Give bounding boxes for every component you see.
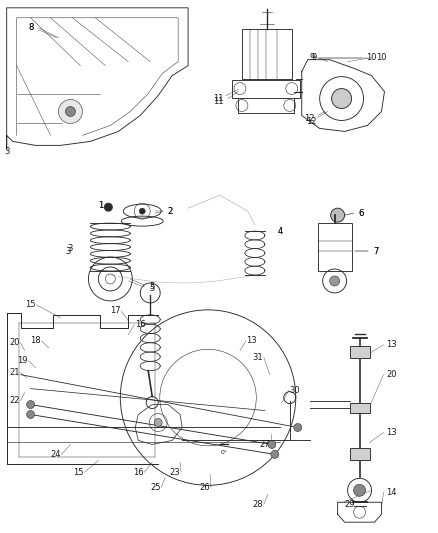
Circle shape [27,401,35,409]
Text: 10: 10 [366,53,377,62]
Text: 27: 27 [260,440,270,449]
Text: 31: 31 [253,353,263,362]
Bar [242,29,292,78]
Bar [350,402,370,413]
Text: 1: 1 [98,201,103,209]
Text: 6: 6 [359,209,364,217]
Text: 25: 25 [150,483,160,492]
Text: 22: 22 [9,396,20,405]
Text: 11: 11 [213,97,223,106]
Text: 13: 13 [386,428,397,437]
Text: 13: 13 [247,336,257,345]
Text: 21: 21 [9,368,20,377]
Text: 2: 2 [167,207,173,216]
Text: 16: 16 [133,468,144,477]
Bar [350,448,370,461]
Text: 9: 9 [311,53,316,62]
Text: 12: 12 [304,114,315,123]
Text: 18: 18 [30,336,41,345]
Text: 11: 11 [213,94,223,103]
Text: 14: 14 [386,488,397,497]
Circle shape [66,107,75,117]
Circle shape [331,208,345,222]
Text: 1: 1 [98,201,103,209]
Text: 10: 10 [376,53,387,62]
Text: 6: 6 [359,209,364,217]
Text: 15: 15 [25,301,36,309]
Text: 23: 23 [170,468,180,477]
Text: 30: 30 [290,386,300,395]
Circle shape [356,348,364,356]
Text: 7: 7 [373,247,378,255]
Text: 16: 16 [135,320,145,329]
Text: 20: 20 [386,370,397,379]
Text: 7: 7 [373,247,378,255]
Text: 12: 12 [307,117,317,126]
Text: 5: 5 [150,282,155,292]
Text: 9: 9 [309,53,314,62]
Text: 4: 4 [277,227,283,236]
Bar [350,346,370,358]
Text: 2: 2 [167,207,173,216]
Circle shape [294,424,302,432]
Text: 28: 28 [253,500,263,508]
Text: 8: 8 [28,23,33,33]
Text: 0°: 0° [220,450,227,455]
Text: 5: 5 [150,285,155,294]
Circle shape [356,450,364,458]
Bar [318,223,352,271]
Circle shape [59,100,82,124]
Circle shape [271,450,279,458]
Text: 15: 15 [73,468,84,477]
Text: 3: 3 [66,247,71,255]
Circle shape [330,276,339,286]
Circle shape [353,484,366,496]
Circle shape [139,208,145,214]
Text: 26: 26 [200,483,210,492]
Text: 3: 3 [4,147,9,156]
Text: 20: 20 [9,338,20,348]
Bar [232,79,300,98]
Text: 4: 4 [277,227,283,236]
Text: 17: 17 [110,306,120,316]
Circle shape [27,410,35,418]
Text: 3: 3 [68,244,73,253]
Text: 24: 24 [50,450,61,459]
Circle shape [104,203,112,211]
Circle shape [332,88,352,109]
Text: 29: 29 [344,500,355,508]
Circle shape [154,418,162,426]
Text: 8: 8 [28,23,33,33]
Circle shape [268,440,276,448]
Text: 19: 19 [18,356,28,365]
Text: 13: 13 [386,340,397,349]
